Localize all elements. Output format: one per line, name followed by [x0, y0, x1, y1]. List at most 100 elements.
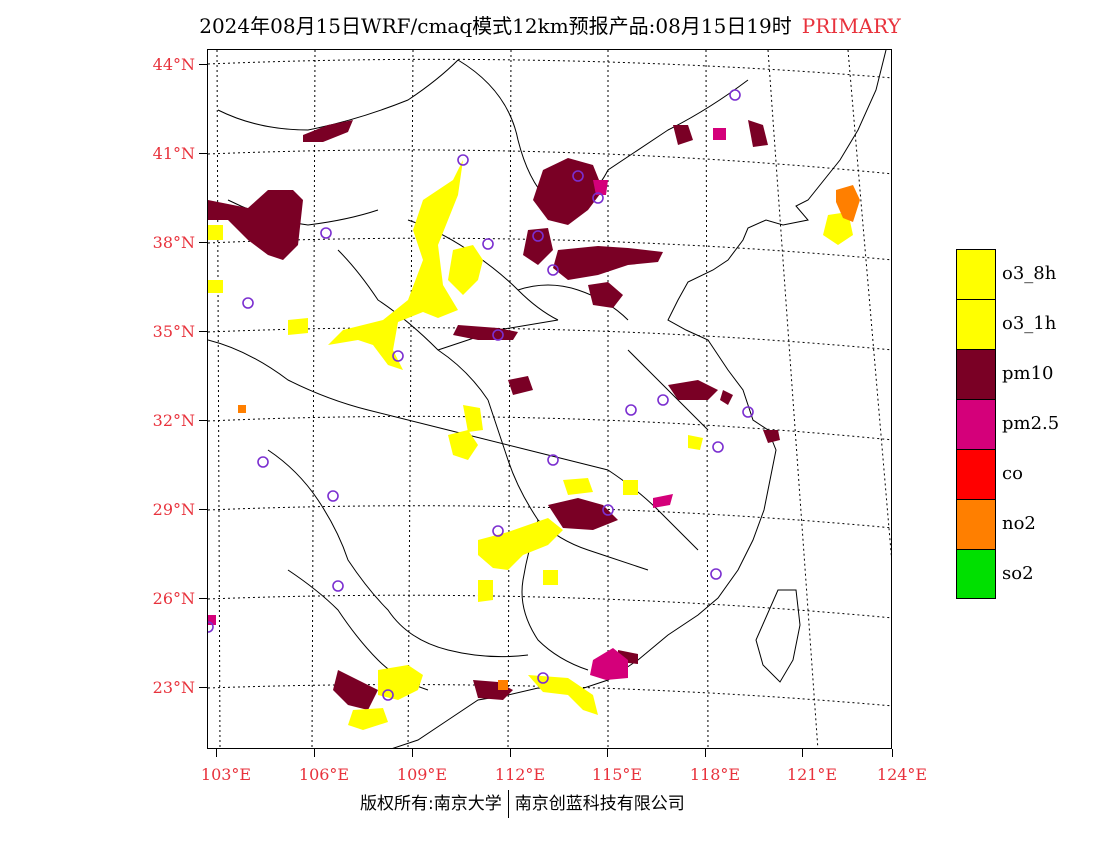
no2-cell [238, 405, 246, 413]
pm10-cell [720, 390, 733, 405]
graticule-line [208, 149, 891, 175]
border-line [627, 349, 709, 431]
o3-cell [543, 570, 558, 585]
axis-tick [216, 749, 217, 757]
axis-tick [510, 749, 511, 757]
borders [208, 50, 887, 748]
pm10-cell [523, 228, 553, 265]
o3-cell [208, 280, 223, 293]
o3-cell [478, 518, 563, 570]
footer-right: 南京创蓝科技有限公司 [514, 794, 685, 814]
pm25-regions [208, 128, 726, 680]
axis-tick [199, 331, 207, 332]
graticule-line [208, 327, 891, 351]
o3-cell [688, 435, 703, 450]
graticule-line [311, 50, 316, 748]
legend-label: co [1002, 463, 1023, 484]
city-marker [457, 154, 469, 166]
legend-label: o3_1h [1002, 313, 1057, 334]
axis-tick [199, 153, 207, 154]
legend-swatch [956, 399, 996, 449]
border-line [487, 399, 649, 571]
city-marker [710, 568, 722, 580]
border-line [217, 59, 459, 131]
pm10-cell [208, 190, 303, 260]
lon-label-115: 115°E [591, 765, 643, 784]
axis-tick [199, 420, 207, 421]
no2-regions [238, 185, 860, 690]
footer-credit: 版权所有:南京大学 南京创蓝科技有限公司 [360, 789, 685, 818]
pm25-cell [590, 648, 628, 680]
lat-label-32: 32°N [152, 411, 195, 430]
city-marker [332, 580, 344, 592]
no2-cell [498, 680, 508, 690]
legend-swatch [956, 549, 996, 599]
pm10-cell [508, 376, 533, 395]
axis-tick [199, 242, 207, 243]
pm10-cell [763, 430, 780, 443]
pm10-cell [548, 498, 618, 530]
lat-label-23: 23°N [152, 678, 195, 697]
city-marker [492, 525, 504, 537]
map-canvas [208, 50, 891, 748]
lat-label-29: 29°N [152, 500, 195, 519]
lon-label-118: 118°E [689, 765, 741, 784]
city-marker [320, 227, 332, 239]
city-marker [257, 456, 269, 468]
border-line [607, 469, 699, 551]
city-marker [382, 689, 394, 701]
city-marker [657, 394, 669, 406]
city-marker [547, 454, 559, 466]
o3-cell [208, 225, 223, 240]
graticule-line [208, 505, 891, 529]
legend-label: o3_8h [1002, 263, 1057, 284]
graticule-line [407, 50, 414, 748]
coastline [392, 50, 887, 748]
pm25-cell [593, 180, 608, 195]
graticule-line [208, 415, 891, 441]
o3-cell [623, 480, 638, 495]
graticule-line [507, 50, 512, 748]
city-marker [602, 504, 614, 516]
city-marker [742, 406, 754, 418]
title-pollutant: PRIMARY [801, 14, 901, 38]
footer-separator [507, 790, 509, 818]
city-marker [392, 350, 404, 362]
legend-swatch [956, 249, 996, 299]
pm10-regions [208, 120, 780, 710]
lat-label-35: 35°N [152, 322, 195, 341]
footer-left: 版权所有:南京大学 [360, 794, 502, 814]
pm10-cell [588, 282, 623, 308]
legend-label: so2 [1002, 563, 1034, 584]
axis-tick [892, 749, 893, 757]
axis-tick [199, 687, 207, 688]
city-marker [208, 621, 214, 633]
axis-tick [199, 64, 207, 65]
pm10-cell [303, 120, 353, 142]
graticule-line [847, 50, 891, 558]
city-marker [547, 264, 559, 276]
graticule-line [208, 58, 891, 79]
axis-tick [412, 749, 413, 757]
o3-cell [448, 245, 483, 295]
o3-cell [288, 318, 308, 335]
pm10-cell [673, 125, 693, 145]
pm10-cell [668, 380, 718, 400]
lon-label-106: 106°E [298, 765, 350, 784]
axis-tick [314, 749, 315, 757]
lon-label-103: 103°E [200, 765, 252, 784]
no2-cell [836, 185, 860, 222]
o3-cell [463, 405, 483, 432]
border-line [517, 284, 629, 321]
o3-cell [378, 665, 423, 700]
border-line [267, 449, 529, 658]
graticule [208, 50, 891, 748]
city-marker [537, 672, 549, 684]
border-line [337, 249, 489, 401]
axis-tick [705, 749, 706, 757]
lat-label-38: 38°N [152, 233, 195, 252]
legend-swatch [956, 299, 996, 349]
city-marker [482, 238, 494, 250]
o3-cell [528, 675, 598, 715]
city-marker [492, 329, 504, 341]
